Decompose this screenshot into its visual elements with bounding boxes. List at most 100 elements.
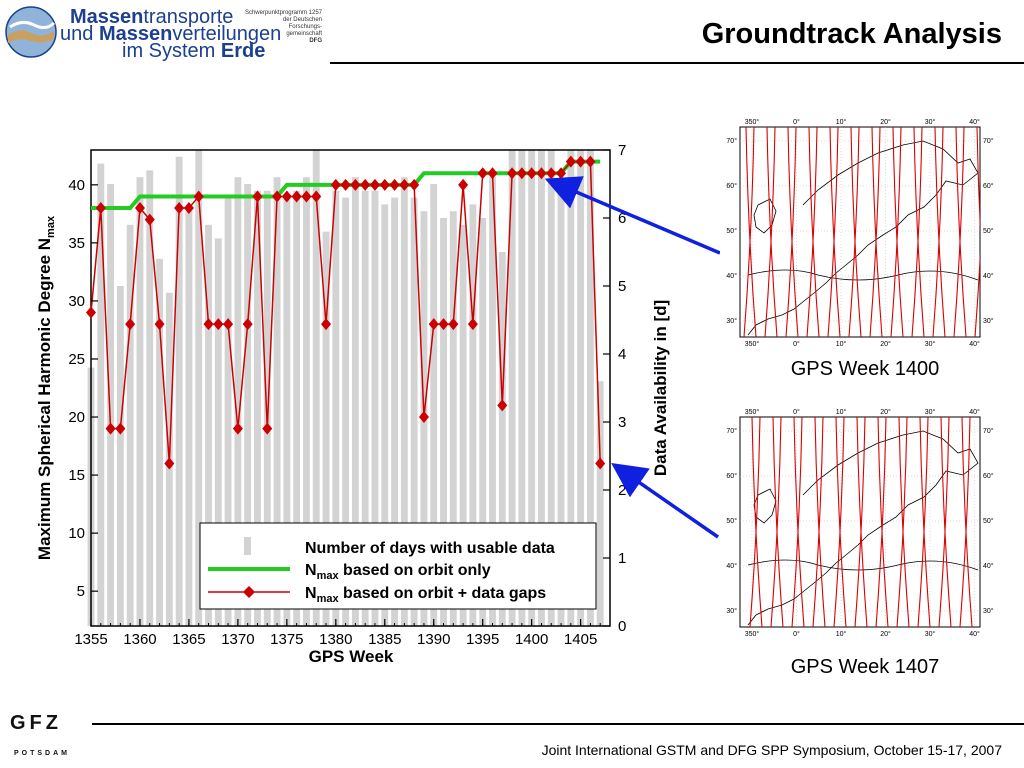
groundtrack-descending (745, 127, 757, 337)
groundtrack-descending (955, 127, 967, 337)
map-content (747, 417, 979, 627)
groundtrack-ascending (896, 417, 908, 627)
map-lat-label-left: 40° (726, 272, 737, 280)
groundtrack-descending (793, 417, 805, 627)
y-left-tick-label: 5 (77, 583, 85, 600)
legend-label-orbit-only: Nmax based on orbit only (305, 562, 491, 582)
groundtrack-ascending (869, 127, 881, 337)
groundtrack-ascending (764, 127, 776, 337)
data-gaps-marker (125, 318, 136, 331)
y-right-tick-label: 7 (618, 142, 626, 159)
legend-red-marker (243, 586, 255, 598)
availability-bar (146, 170, 154, 626)
map-lon-label-bottom: 0° (793, 630, 800, 638)
x-tick-label: 1380 (319, 631, 352, 648)
map-frame (739, 126, 981, 338)
map-lon-label-bottom: 40° (969, 340, 980, 348)
plot-frame (90, 149, 611, 627)
map-lat-label-right: 40° (983, 272, 994, 280)
data-gaps-marker (507, 167, 518, 180)
map-lat-label-right: 50° (983, 517, 994, 525)
y-left-tick-label: 30 (68, 293, 85, 310)
data-gaps-marker (340, 178, 351, 191)
availability-bar (469, 204, 477, 626)
availability-bar (567, 150, 575, 626)
y-left-tick-label: 20 (68, 409, 85, 426)
groundtrack-ascending (812, 417, 824, 627)
groundtrack-map-week-1400: 350° 350° 0° 0° 10° 10° 20° 20° 30° 30° 40° 40° 70° 7… (726, 118, 994, 348)
availability-bar (263, 190, 271, 627)
groundtrack-ascending (917, 417, 929, 627)
availability-bar (449, 211, 457, 626)
logo-line-3: im System Erde (122, 40, 266, 62)
map-lon-label-bottom: 20° (880, 630, 891, 638)
availability-bar (303, 177, 310, 626)
earth-logo-icon (5, 6, 57, 58)
groundtrack-descending (787, 127, 799, 337)
map-lon-label-bottom: 0° (793, 340, 800, 348)
availability-bar (498, 252, 506, 626)
groundtrack-descending (976, 127, 980, 233)
data-gaps-marker (350, 178, 361, 191)
dfg-program-text: Schwerpunktprogramm 1257 der Deutschen F… (244, 10, 322, 44)
map-content (743, 127, 980, 337)
groundtrack-ascending (785, 127, 797, 337)
chart-legend: Number of days with usable data Nmax bas… (199, 522, 597, 610)
footer-text: Joint International GSTM and DFG SPP Sym… (541, 742, 1002, 758)
availability-bar (459, 224, 467, 627)
availability-bar (126, 224, 134, 627)
groundtrack-descending (961, 417, 973, 627)
availability-bar (195, 150, 203, 626)
map-lon-label-top: 10° (836, 118, 847, 126)
map-lat-label-right: 40° (983, 562, 994, 570)
availability-bar (244, 184, 252, 626)
groundtrack-ascending (953, 127, 965, 337)
groundtrack-ascending (911, 127, 923, 337)
availability-bar (538, 150, 545, 626)
groundtrack-descending (913, 127, 925, 337)
availability-bar (479, 218, 487, 626)
groundtrack-descending (919, 417, 931, 627)
availability-bar (254, 190, 261, 627)
groundtrack-descending (856, 417, 868, 627)
map-lon-label-bottom: 10° (836, 630, 847, 638)
data-gaps-marker (311, 190, 322, 203)
map-lon-label-bottom: 30° (925, 340, 936, 348)
map-lon-label-top: 350° (745, 118, 760, 126)
availability-bar (322, 231, 330, 626)
map-lat-label-left: 30° (726, 607, 737, 615)
availability-bar (351, 177, 359, 626)
header-divider (330, 62, 1024, 64)
map-lon-label-top: 30° (925, 408, 936, 416)
data-gaps-marker (389, 178, 400, 191)
data-gaps-marker (301, 190, 312, 203)
map-caption-week-1407: GPS Week 1407 (790, 656, 940, 678)
data-gaps-marker (399, 178, 410, 191)
availability-bar (528, 150, 536, 626)
availability-bar (107, 184, 115, 626)
x-tick-label: 1405 (564, 631, 597, 648)
y-right-tick-label: 5 (618, 278, 626, 295)
map-lat-label-left: 70° (726, 137, 737, 145)
groundtrack-ascending (974, 250, 980, 337)
data-gaps-marker (164, 457, 175, 470)
data-gaps-marker (487, 167, 498, 180)
data-gaps-marker (497, 399, 508, 412)
data-gaps-marker (428, 318, 439, 331)
x-tick-label: 1400 (515, 631, 548, 648)
map-lon-label-bottom: 350° (745, 630, 760, 638)
y-left-tick-label: 35 (68, 235, 85, 252)
coastline-mediterranean (747, 559, 979, 571)
availability-bar (156, 258, 163, 626)
data-gaps-marker (409, 178, 420, 191)
page-title: Groundtrack Analysis (701, 18, 1002, 50)
map-lat-label-right: 30° (983, 607, 994, 615)
map-lat-label-left: 50° (726, 227, 737, 235)
y-right-tick-label: 2 (618, 482, 626, 499)
availability-bar (586, 150, 594, 626)
groundtrack-ascending (938, 417, 950, 627)
y-left-tick-label: 40 (68, 177, 85, 194)
data-gaps-marker (546, 167, 557, 180)
map-lon-label-bottom: 350° (745, 340, 760, 348)
axis-ticks: 1355 1360 1365 1370 1375 1380 1385 1390 1395 1400… (68, 142, 626, 648)
